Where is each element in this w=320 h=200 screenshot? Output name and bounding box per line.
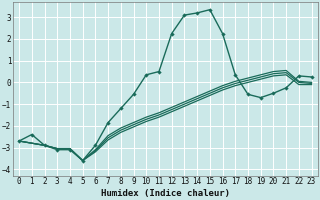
- X-axis label: Humidex (Indice chaleur): Humidex (Indice chaleur): [101, 189, 230, 198]
